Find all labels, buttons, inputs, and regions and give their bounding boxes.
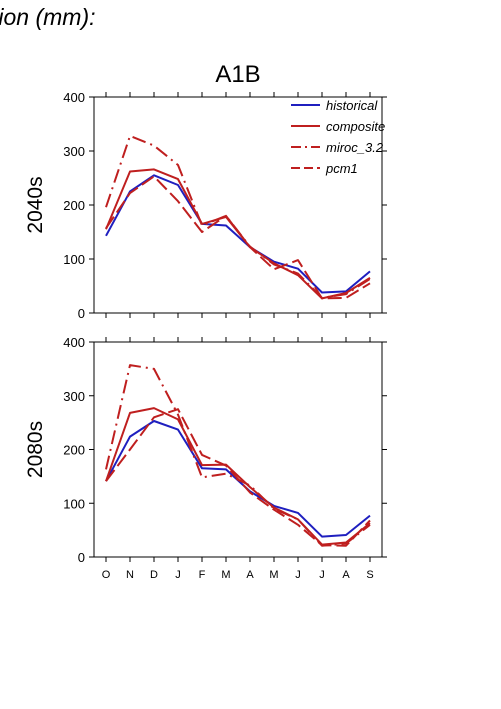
y-tick-label: 0	[78, 306, 85, 321]
x-tick-label: M	[269, 569, 278, 581]
x-tick-label: S	[366, 569, 373, 581]
legend-label: composite	[326, 119, 385, 134]
x-tick-label: D	[150, 569, 158, 581]
x-tick-label: A	[342, 569, 350, 581]
x-tick-label: M	[221, 569, 230, 581]
x-tick-label: A	[246, 569, 254, 581]
y-tick-label: 300	[63, 144, 85, 159]
y-tick-label: 400	[63, 90, 85, 105]
y-tick-label: 100	[63, 252, 85, 267]
chart-title: A1B	[215, 61, 260, 88]
legend-label: historical	[326, 98, 378, 113]
y-axis-label: 2040s	[24, 176, 47, 233]
y-axis-label: 2080s	[24, 421, 47, 478]
x-tick-label: F	[199, 569, 206, 581]
y-tick-label: 200	[63, 198, 85, 213]
y-tick-label: 300	[63, 389, 85, 404]
legend-label: pcm1	[325, 161, 358, 176]
series-line-composite	[105, 407, 371, 546]
y-tick-label: 200	[63, 443, 85, 458]
page-title: tion (mm):	[0, 4, 96, 30]
y-tick-label: 100	[63, 496, 85, 511]
series-line-pcm1	[105, 408, 371, 547]
series-line-composite	[105, 168, 371, 300]
x-tick-label: J	[175, 569, 181, 581]
x-tick-label: J	[319, 569, 325, 581]
plot-frame	[93, 341, 383, 558]
series-line-miroc-3-2	[105, 364, 371, 547]
y-tick-label: 0	[78, 550, 85, 565]
x-tick-label: N	[126, 569, 134, 581]
x-tick-label: O	[102, 569, 111, 581]
x-tick-label: J	[295, 569, 301, 581]
series-line-historical	[105, 174, 371, 294]
legend-label: miroc_3.2	[326, 140, 384, 155]
y-tick-label: 400	[63, 335, 85, 350]
series-line-pcm1	[105, 175, 371, 300]
